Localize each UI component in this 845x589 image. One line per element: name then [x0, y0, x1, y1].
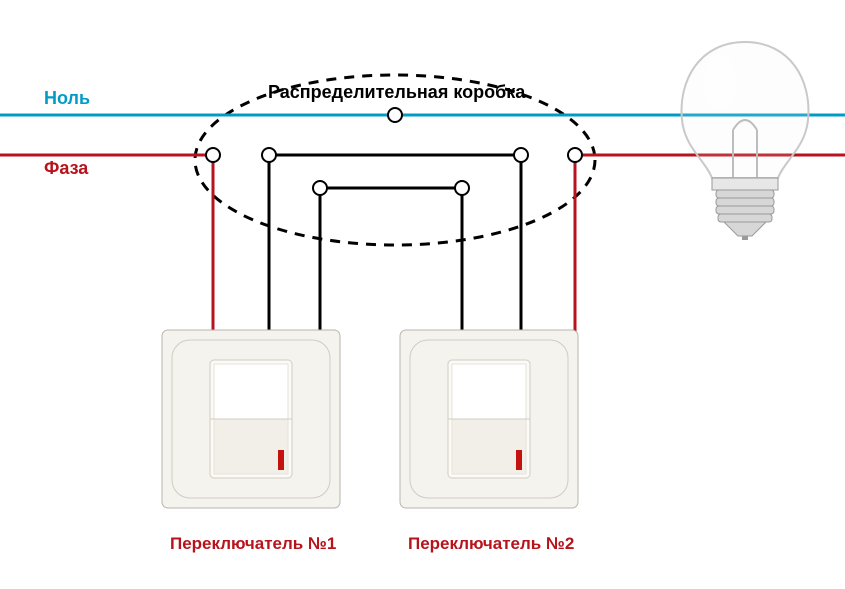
- label-switch-1: Переключатель №1: [170, 534, 336, 554]
- switch-1: [162, 330, 340, 508]
- switch-2: [400, 330, 578, 508]
- label-junction-box: Распределительная коробка: [268, 82, 525, 103]
- label-phase: Фаза: [44, 158, 88, 179]
- label-switch-2: Переключатель №2: [408, 534, 574, 554]
- junction-nodes: [206, 108, 582, 195]
- light-bulb-icon: [682, 42, 809, 240]
- label-neutral: Ноль: [44, 88, 90, 109]
